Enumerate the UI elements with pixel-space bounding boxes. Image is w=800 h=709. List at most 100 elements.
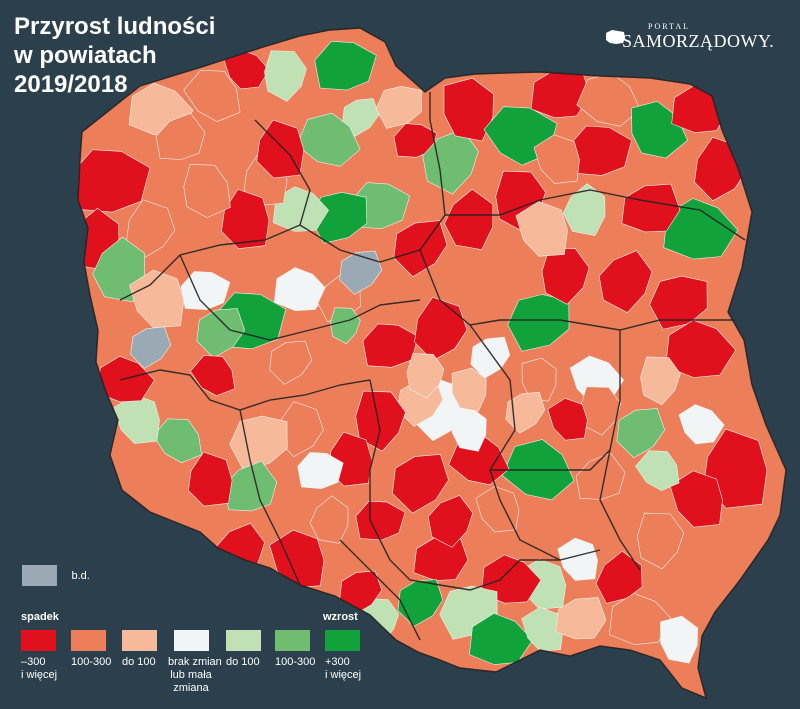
voivodeship-borders [77,27,787,700]
legend-no-data-label: b.d. [71,569,90,582]
legend-label: i więcej [325,669,362,681]
county [451,367,487,412]
legend-item-growth-100: do 100 [226,630,266,669]
legend-label: 100-300 [71,656,112,668]
brand-name-text: SAMORZĄDOWY. [622,31,775,51]
county [355,500,406,541]
county [269,340,313,385]
county-no-data [339,250,383,295]
legend-label: do 100 [122,656,156,668]
county [427,495,474,548]
county [355,390,406,452]
county [547,397,588,441]
legend-label: brak zmian [168,656,222,668]
county [505,391,546,434]
county [190,355,236,397]
county [521,606,564,652]
county [595,550,643,604]
legend-item-decline-100: do 100 [122,630,162,669]
county [297,452,344,490]
county [221,188,270,250]
county [183,69,241,122]
county [223,49,270,90]
county [609,593,674,645]
legend-item-no-change: brak zmian lub mała zmiana [168,630,222,695]
title-line-2: w powiatach [14,42,157,69]
legend-swatch [71,630,106,651]
legend-decline-label: spadek [21,611,59,623]
county [575,452,626,500]
legend-swatch [325,630,360,651]
county [180,271,231,311]
county [309,495,349,544]
county [310,191,368,244]
county [273,267,328,312]
county [296,112,361,167]
county-no-data [130,326,172,369]
county [152,418,202,464]
legend-swatch [21,630,56,651]
legend-swatch [174,630,209,651]
county [264,50,307,102]
county [129,269,185,329]
county [475,486,520,533]
title-line-3: 2019/2018 [14,71,128,98]
county [444,188,494,251]
title-line-1: Przyrost ludności [14,13,216,40]
county [406,353,445,399]
legend-label: –300 [21,656,46,668]
legend-item-decline-100-300: 100-300 [71,630,111,669]
county [188,451,233,507]
county [598,250,653,313]
county [678,404,725,445]
brand-portal-text: PORTAL [648,22,690,31]
county [521,357,557,402]
county [330,307,361,345]
county [422,128,479,195]
county [557,537,598,581]
legend-no-data-swatch [22,565,57,586]
legend-item-growth-300: +300 i więcej [325,630,365,682]
county [576,72,641,127]
legend-item-decline-300: –300 i więcej [21,630,61,682]
county [183,163,231,218]
poland-map-icon [606,30,625,44]
county [665,319,737,378]
legend-label: +300 [325,656,350,668]
county [196,308,246,359]
legend-growth-label: wzrost [323,611,358,623]
county [451,407,487,452]
map-title: Przyrost ludności w powiatach 2019/2018 [14,12,215,99]
county [443,77,494,142]
county [393,123,438,158]
legend-label: do 100 [226,656,260,668]
legend-no-data: b.d. [22,565,90,586]
legend-label: i więcej [21,669,58,681]
county [155,112,206,160]
county [375,85,422,129]
county [414,296,468,362]
county [636,512,685,570]
county [314,40,377,91]
county [223,460,278,512]
county [621,183,681,233]
legend-label: 100-300 [275,656,316,668]
legend-swatch [122,630,157,651]
county [470,336,511,379]
county [669,470,723,528]
county [397,579,444,627]
county [272,186,329,232]
legend-swatch [226,630,261,651]
county [555,597,607,640]
county [515,201,568,257]
county [562,183,606,236]
county [78,149,151,213]
county [392,454,449,514]
county [649,275,708,330]
portal-samorzadowy-logo: PORTAL SAMORZĄDOWY. [604,20,789,54]
county [660,615,699,664]
county [533,134,580,184]
county [269,529,325,589]
legend-label: lub mała [170,669,212,681]
